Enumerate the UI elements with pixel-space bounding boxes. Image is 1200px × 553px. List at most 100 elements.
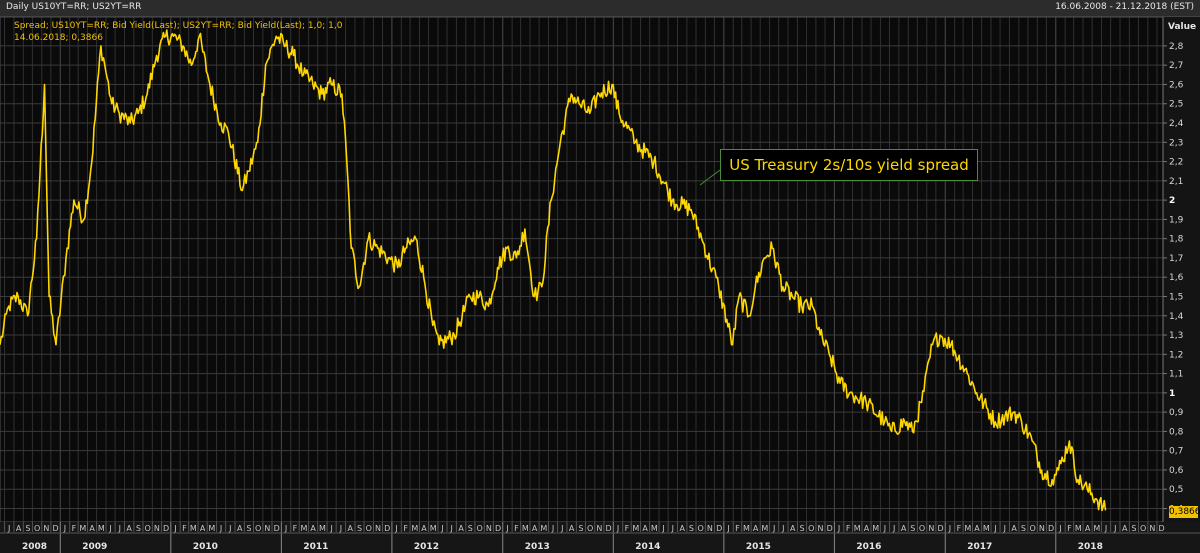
date-range: 16.06.2008 - 21.12.2018 (EST) bbox=[1055, 2, 1194, 12]
x-year-label: 2012 bbox=[414, 542, 439, 552]
x-month-label: D bbox=[274, 524, 280, 533]
y-tick-label: 0,7 bbox=[1169, 447, 1183, 457]
x-month-label: D bbox=[606, 524, 612, 533]
y-tick-label: 1,7 bbox=[1169, 254, 1183, 264]
x-month-label: J bbox=[837, 524, 840, 533]
x-month-label: J bbox=[339, 524, 342, 533]
x-month-label: N bbox=[264, 524, 270, 533]
y-tick-label: 1,9 bbox=[1169, 215, 1184, 225]
x-month-label: J bbox=[726, 524, 729, 533]
x-month-label: A bbox=[753, 524, 759, 533]
x-month-label: F bbox=[1067, 524, 1072, 533]
x-month-label: D bbox=[937, 524, 943, 533]
x-month-label: O bbox=[366, 524, 372, 533]
x-month-label: J bbox=[661, 524, 664, 533]
x-month-label: A bbox=[532, 524, 538, 533]
x-month-label: M bbox=[964, 524, 971, 533]
x-month-label: S bbox=[468, 524, 473, 533]
x-month-label: A bbox=[790, 524, 796, 533]
x-month-label: D bbox=[1048, 524, 1054, 533]
x-month-label: J bbox=[108, 524, 111, 533]
x-month-label: J bbox=[440, 524, 443, 533]
x-month-label: O bbox=[144, 524, 150, 533]
x-month-label: N bbox=[486, 524, 492, 533]
x-month-label: A bbox=[864, 524, 870, 533]
x-month-label: J bbox=[560, 524, 563, 533]
x-month-label: A bbox=[310, 524, 316, 533]
x-month-label: N bbox=[375, 524, 381, 533]
x-year-label: 2013 bbox=[525, 542, 550, 552]
x-month-label: J bbox=[63, 524, 66, 533]
x-year-label: 2008 bbox=[22, 542, 47, 552]
x-month-label: O bbox=[476, 524, 482, 533]
x-month-label: A bbox=[901, 524, 907, 533]
y-tick-label: 2,1 bbox=[1169, 177, 1183, 187]
x-month-label: M bbox=[983, 524, 990, 533]
x-month-label: D bbox=[163, 524, 169, 533]
x-month-label: J bbox=[1113, 524, 1116, 533]
x-month-label: J bbox=[1003, 524, 1006, 533]
x-year-label: 2009 bbox=[82, 542, 107, 552]
x-month-label: F bbox=[846, 524, 851, 533]
y-tick-label: 0,6 bbox=[1169, 466, 1184, 476]
x-month-label: O bbox=[587, 524, 593, 533]
x-month-label: S bbox=[910, 524, 915, 533]
x-month-label: S bbox=[689, 524, 694, 533]
x-month-label: D bbox=[827, 524, 833, 533]
x-month-label: A bbox=[1122, 524, 1128, 533]
y-tick-label: 2,8 bbox=[1169, 42, 1184, 52]
x-month-label: A bbox=[679, 524, 685, 533]
header-title: Daily US10YT=RR; US2YT=RR bbox=[6, 2, 142, 12]
x-month-label: A bbox=[1011, 524, 1017, 533]
x-month-label: M bbox=[522, 524, 529, 533]
x-month-label: J bbox=[1058, 524, 1061, 533]
y-tick-label: 1,8 bbox=[1169, 235, 1184, 245]
x-year-label: 2010 bbox=[193, 542, 218, 552]
y-tick-label: 0,8 bbox=[1169, 427, 1184, 437]
x-month-label: J bbox=[219, 524, 222, 533]
x-month-label: D bbox=[495, 524, 501, 533]
x-month-label: J bbox=[616, 524, 619, 533]
x-month-label: N bbox=[928, 524, 934, 533]
y-tick-label: 1,6 bbox=[1169, 273, 1184, 283]
x-month-label: M bbox=[743, 524, 750, 533]
x-year-label: 2017 bbox=[967, 542, 992, 552]
x-month-label: D bbox=[1159, 524, 1165, 533]
x-month-label: M bbox=[632, 524, 639, 533]
header-bar: Daily US10YT=RR; US2YT=RR 16.06.2008 - 2… bbox=[0, 0, 1200, 17]
x-month-label: D bbox=[52, 524, 58, 533]
x-month-label: M bbox=[79, 524, 86, 533]
y-tick-label: 1,1 bbox=[1169, 370, 1183, 380]
annotation-leader bbox=[699, 169, 721, 186]
x-month-label: F bbox=[514, 524, 519, 533]
x-month-label: J bbox=[948, 524, 951, 533]
y-tick-label: 1,4 bbox=[1169, 312, 1184, 322]
x-month-label: F bbox=[735, 524, 740, 533]
x-month-label: M bbox=[854, 524, 861, 533]
x-month-label: D bbox=[384, 524, 390, 533]
x-year-label: 2018 bbox=[1078, 542, 1103, 552]
x-month-label: D bbox=[716, 524, 722, 533]
x-month-label: M bbox=[190, 524, 197, 533]
x-month-label: J bbox=[228, 524, 231, 533]
y-tick-label: 2 bbox=[1169, 196, 1175, 206]
x-year-label: 2015 bbox=[746, 542, 771, 552]
y-tick-label: 0,9 bbox=[1169, 408, 1184, 418]
y-tick-label: 2,7 bbox=[1169, 61, 1183, 71]
x-year-label: 2014 bbox=[635, 542, 660, 552]
x-month-label: M bbox=[430, 524, 437, 533]
y-axis-label: Value bbox=[1168, 22, 1196, 32]
y-tick-label: 2,6 bbox=[1169, 80, 1184, 90]
x-month-label: M bbox=[208, 524, 215, 533]
y-tick-label: 1,5 bbox=[1169, 292, 1183, 302]
x-month-label: O bbox=[808, 524, 814, 533]
x-month-label: J bbox=[551, 524, 554, 533]
x-month-label: M bbox=[540, 524, 547, 533]
x-year-label: 2011 bbox=[303, 542, 328, 552]
x-month-label: A bbox=[458, 524, 464, 533]
x-month-label: J bbox=[118, 524, 121, 533]
x-month-label: N bbox=[1149, 524, 1155, 533]
x-month-label: J bbox=[7, 524, 10, 533]
